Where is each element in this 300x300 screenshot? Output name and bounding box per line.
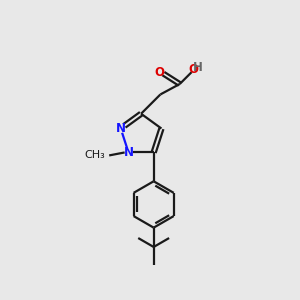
Text: H: H bbox=[193, 61, 203, 74]
Text: N: N bbox=[124, 146, 134, 159]
Text: O: O bbox=[188, 63, 198, 76]
Text: N: N bbox=[116, 122, 126, 135]
Text: O: O bbox=[155, 66, 165, 79]
Text: CH₃: CH₃ bbox=[85, 150, 105, 161]
